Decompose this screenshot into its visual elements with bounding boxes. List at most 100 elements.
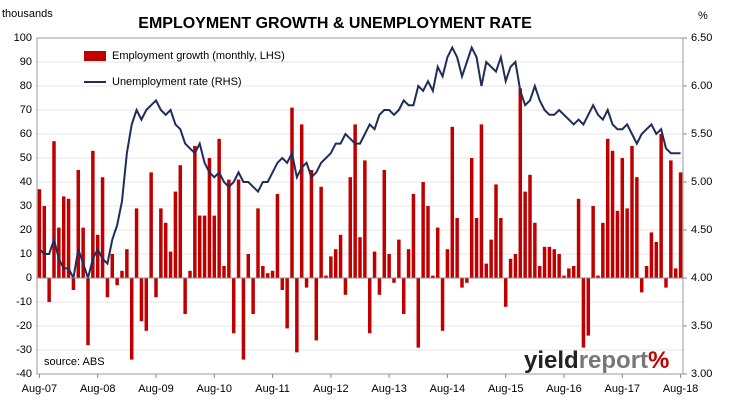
bar [52,141,56,278]
bar [285,278,289,329]
bar [484,263,489,278]
bar [319,186,323,278]
bar [455,218,459,278]
bar [105,278,110,298]
bar [348,177,353,278]
bar [639,278,644,293]
bar [678,172,683,278]
bar [635,177,639,278]
bar [304,278,309,288]
bar [42,206,47,278]
bar [183,278,187,314]
y2-axis-label: % [698,10,708,22]
legend-label: Employment growth (monthly, LHS) [112,50,285,62]
bar [299,124,304,279]
bar [547,246,552,278]
y2-tick-label: 3.00 [691,368,712,380]
bar [47,278,51,302]
bar [664,278,668,288]
bar [440,278,445,331]
bar [630,146,634,278]
y-tick-label: 80 [20,80,32,92]
y-tick-label: 90 [20,56,32,68]
bar [649,232,654,278]
bar [217,138,221,278]
bar [139,278,144,322]
bar [222,266,226,278]
bar [154,278,158,298]
bar [227,179,231,278]
bar [314,278,319,341]
x-tick-label: Aug-18 [663,383,698,395]
x-tick-label: Aug-15 [488,383,523,395]
bar [290,107,294,278]
bar [644,266,649,278]
bar [338,234,343,278]
bar [168,251,173,278]
bar [265,273,270,278]
bar [188,270,192,278]
bar [601,222,605,278]
bar [159,208,163,278]
y-tick-label: 60 [20,128,32,140]
bar [557,254,561,278]
bar [270,270,275,278]
bar [246,254,251,278]
bar [149,172,153,278]
bar [387,254,391,278]
chart-title: EMPLOYMENT GROWTH & UNEMPLOYMENT RATE [138,15,532,32]
y2-tick-label: 6.00 [691,80,712,92]
bar [542,246,547,278]
legend-swatch [84,51,106,61]
bar [115,278,119,286]
x-tick-label: Aug-16 [546,383,581,395]
bar [562,275,566,278]
watermark: yieldreport% [524,347,669,374]
bar [241,278,246,360]
y-axis-label: thousands [2,8,53,20]
bar [518,88,523,279]
legend-label: Unemployment rate (RHS) [112,76,242,88]
bar [372,251,377,278]
y-tick-label: 70 [20,104,32,116]
bar [406,249,411,278]
plot-frame [36,37,684,375]
y2-tick-label: 5.00 [691,176,712,188]
x-tick-label: Aug-14 [430,383,465,395]
x-tick-label: Aug-10 [197,383,232,395]
bar [37,189,42,278]
bar [435,227,440,278]
y-tick-label: 50 [20,152,32,164]
bar [528,174,532,278]
bar [57,227,61,278]
bar [100,177,105,278]
bar [193,146,197,278]
bar [571,266,576,278]
bar [358,237,362,278]
y2-tick-label: 5.50 [691,128,712,140]
bar [76,170,81,278]
watermark-part: % [648,347,669,374]
bar [178,165,183,278]
bar [431,275,435,278]
x-tick-label: Aug-07 [22,383,57,395]
bar [236,179,241,278]
bar [567,268,571,278]
bar [275,194,280,278]
y2-tick-label: 4.00 [691,272,712,284]
bar [333,249,338,278]
bar [110,254,115,278]
bar [508,258,513,278]
bar [212,215,217,278]
bar [426,206,430,278]
x-tick-label: Aug-11 [255,383,290,395]
bar [450,126,455,278]
bar [343,278,348,295]
bar [586,278,591,336]
bar [421,182,425,278]
y2-tick-label: 3.50 [691,320,712,332]
bar [251,278,255,314]
bar [256,208,260,278]
bar [134,208,139,278]
y-tick-label: 40 [20,176,32,188]
